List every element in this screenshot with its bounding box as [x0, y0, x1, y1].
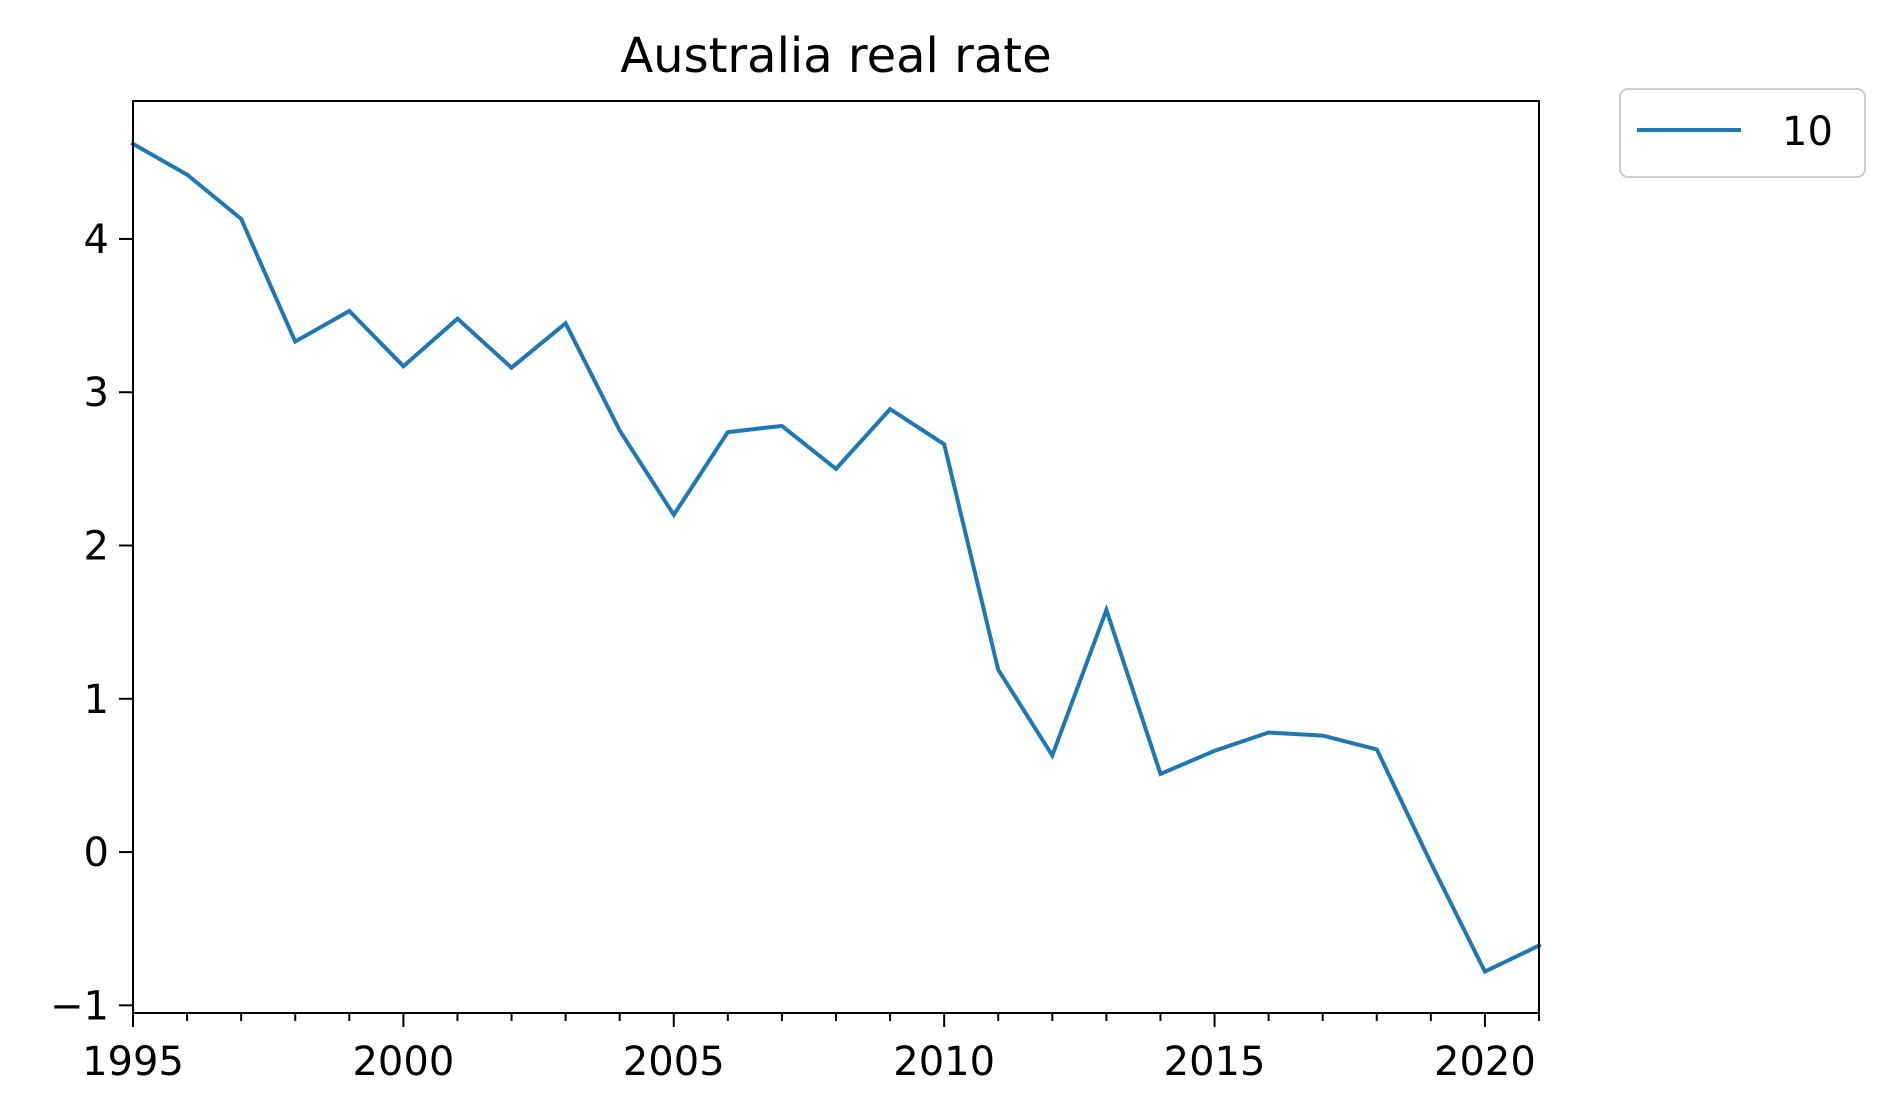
legend-label: 10 — [1782, 109, 1833, 155]
x-tick-label: 1995 — [82, 1039, 184, 1085]
series-line — [130, 141, 1542, 975]
x-tick-label: 2015 — [1164, 1039, 1266, 1085]
y-tick-label: 0 — [84, 830, 109, 876]
y-tick-label: 1 — [84, 677, 109, 723]
series-layer — [130, 141, 1542, 975]
chart-title: Australia real rate — [620, 28, 1051, 84]
x-tick-label: 2020 — [1434, 1039, 1536, 1085]
y-tick-label: −1 — [50, 983, 109, 1029]
x-tick-label: 2005 — [623, 1039, 725, 1085]
y-tick-label: 3 — [84, 370, 109, 416]
legend: 10 — [1619, 88, 1866, 178]
y-tick-label: 2 — [84, 524, 109, 570]
x-tick-label: 2000 — [352, 1039, 454, 1085]
legend-frame — [1619, 88, 1866, 178]
x-tick-label: 2010 — [893, 1039, 995, 1085]
axes-layer: 1995 2000 2005 2010 2015 2020 −1 0 1 2 3 4 — [50, 217, 1540, 1085]
plot-frame — [132, 100, 1540, 1014]
y-tick-label: 4 — [84, 217, 109, 263]
